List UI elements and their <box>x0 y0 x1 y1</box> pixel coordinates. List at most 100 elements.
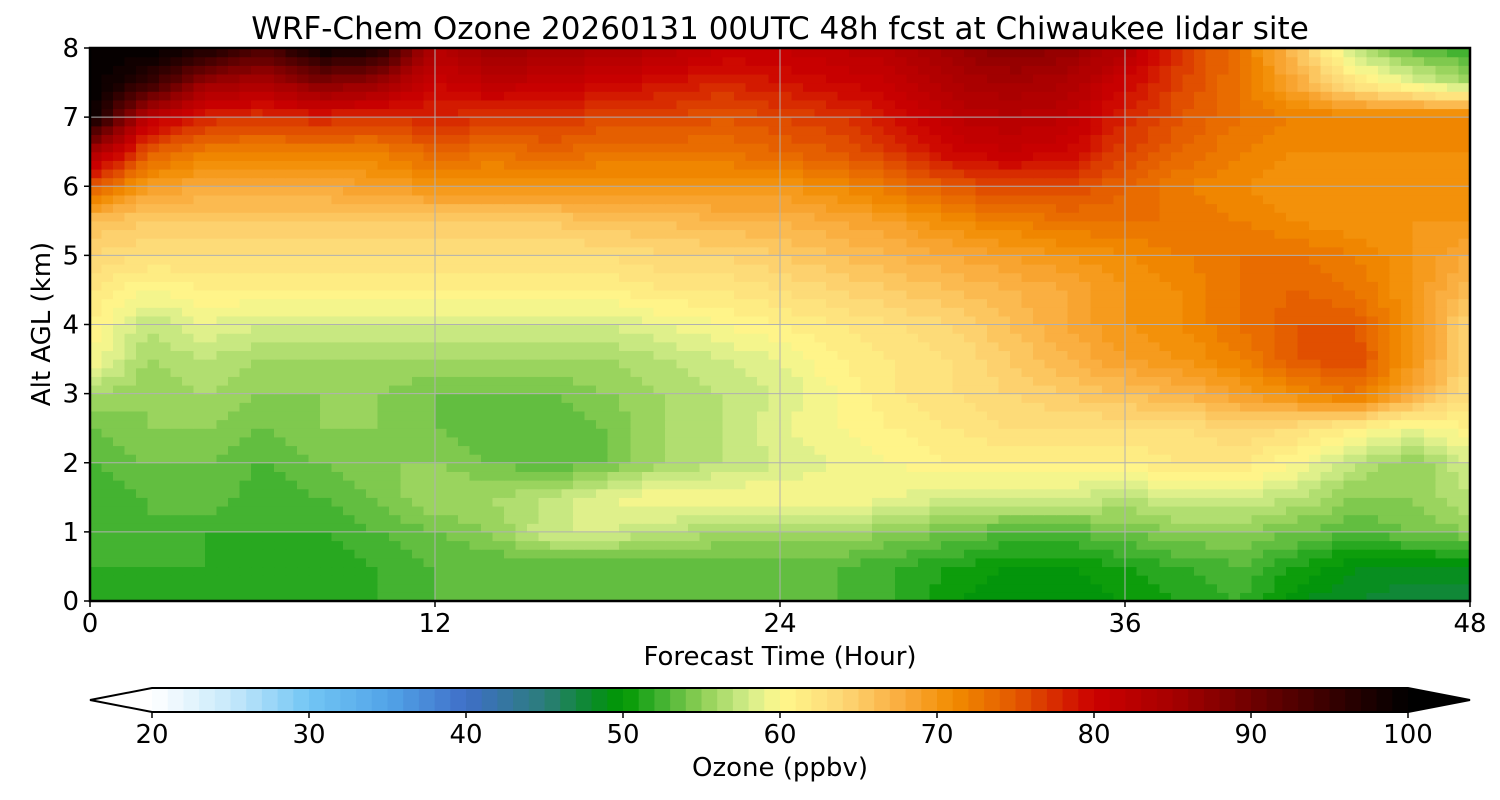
heatmap-cell <box>90 566 103 576</box>
heatmap-cell <box>791 350 804 360</box>
heatmap-cell <box>216 540 229 550</box>
heatmap-cell <box>515 289 528 300</box>
heatmap-cell <box>975 428 988 438</box>
heatmap-cell <box>757 428 770 438</box>
heatmap-cell <box>1228 410 1241 421</box>
heatmap-cell <box>952 298 965 308</box>
heatmap-cell <box>285 350 298 360</box>
heatmap-cell <box>343 445 356 455</box>
heatmap-cell <box>550 289 563 300</box>
heatmap-cell <box>1044 281 1057 291</box>
heatmap-cell <box>481 402 494 412</box>
heatmap-cell <box>1366 497 1379 507</box>
heatmap-cell <box>642 384 655 395</box>
heatmap-cell <box>906 402 919 412</box>
heatmap-cell <box>1182 505 1195 516</box>
heatmap-cell <box>1240 333 1253 343</box>
heatmap-cell <box>860 367 873 377</box>
heatmap-cell <box>1343 376 1356 386</box>
heatmap-cell <box>734 324 747 334</box>
heatmap-cell <box>331 592 344 601</box>
heatmap-cell <box>941 531 954 542</box>
heatmap-cell <box>492 480 505 490</box>
heatmap-cell <box>262 566 275 576</box>
heatmap-cell <box>515 592 528 601</box>
heatmap-cell <box>297 454 310 464</box>
heatmap-cell <box>538 289 551 300</box>
heatmap-cell <box>1090 410 1103 421</box>
heatmap-cell <box>768 272 781 282</box>
heatmap-cell <box>1458 480 1470 490</box>
heatmap-cell <box>906 497 919 507</box>
heatmap-cell <box>768 315 781 326</box>
heatmap-cell <box>1194 514 1207 524</box>
heatmap-cell <box>745 497 758 507</box>
heatmap-cell <box>676 307 689 317</box>
heatmap-cell <box>642 583 655 593</box>
heatmap-cell <box>745 488 758 498</box>
heatmap-cell <box>1148 523 1161 533</box>
heatmap-cell <box>354 238 367 248</box>
heatmap-cell <box>1378 315 1391 326</box>
heatmap-cell <box>734 272 747 282</box>
heatmap-cell <box>193 471 206 481</box>
heatmap-cell <box>1228 566 1241 576</box>
heatmap-cell <box>676 592 689 601</box>
heatmap-cell <box>1113 298 1126 308</box>
heatmap-cell <box>1010 583 1023 593</box>
heatmap-cell <box>665 350 678 360</box>
heatmap-cell <box>159 384 172 395</box>
heatmap-cell <box>343 324 356 334</box>
heatmap-cell <box>1090 505 1103 516</box>
heatmap-cell <box>1435 255 1448 265</box>
heatmap-cell <box>343 462 356 472</box>
heatmap-cell <box>1021 436 1034 447</box>
heatmap-cell <box>469 592 482 601</box>
heatmap-cell <box>814 583 827 593</box>
heatmap-cell <box>228 454 241 464</box>
heatmap-cell <box>941 523 954 533</box>
heatmap-cell <box>665 575 678 585</box>
heatmap-cell <box>1424 480 1437 490</box>
heatmap-cell <box>1240 566 1253 576</box>
heatmap-cell <box>331 523 344 533</box>
heatmap-cell <box>1056 583 1069 593</box>
heatmap-cell <box>412 549 425 559</box>
heatmap-cell <box>929 350 942 360</box>
heatmap-cell <box>147 523 160 533</box>
heatmap-cell <box>492 505 505 516</box>
heatmap-cell <box>366 549 379 559</box>
heatmap-cell <box>159 255 172 265</box>
heatmap-cell <box>642 575 655 585</box>
heatmap-cell <box>182 315 195 326</box>
heatmap-cell <box>1332 341 1345 352</box>
heatmap-cell <box>228 315 241 326</box>
heatmap-cell <box>757 238 770 248</box>
heatmap-cell <box>1102 428 1115 438</box>
heatmap-cell <box>1309 393 1322 403</box>
heatmap-cell <box>895 281 908 291</box>
heatmap-cell <box>1274 315 1287 326</box>
heatmap-cell <box>113 497 126 507</box>
heatmap-cell <box>1044 359 1057 369</box>
heatmap-cell <box>872 557 885 568</box>
heatmap-cell <box>170 238 183 248</box>
heatmap-cell <box>1447 384 1460 395</box>
heatmap-cell <box>504 341 517 352</box>
heatmap-cell <box>1378 376 1391 386</box>
heatmap-cell <box>573 315 586 326</box>
heatmap-cell <box>757 566 770 576</box>
heatmap-cell <box>550 419 563 429</box>
heatmap-cell <box>366 324 379 334</box>
heatmap-cell <box>722 359 735 369</box>
heatmap-cell <box>504 393 517 403</box>
heatmap-cell <box>653 549 666 559</box>
heatmap-cell <box>182 575 195 585</box>
heatmap-cell <box>1343 359 1356 369</box>
heatmap-cell <box>159 350 172 360</box>
heatmap-cell <box>297 566 310 576</box>
heatmap-cell <box>1309 549 1322 559</box>
heatmap-cell <box>1044 436 1057 447</box>
heatmap-cell <box>619 419 632 429</box>
heatmap-cell <box>573 384 586 395</box>
